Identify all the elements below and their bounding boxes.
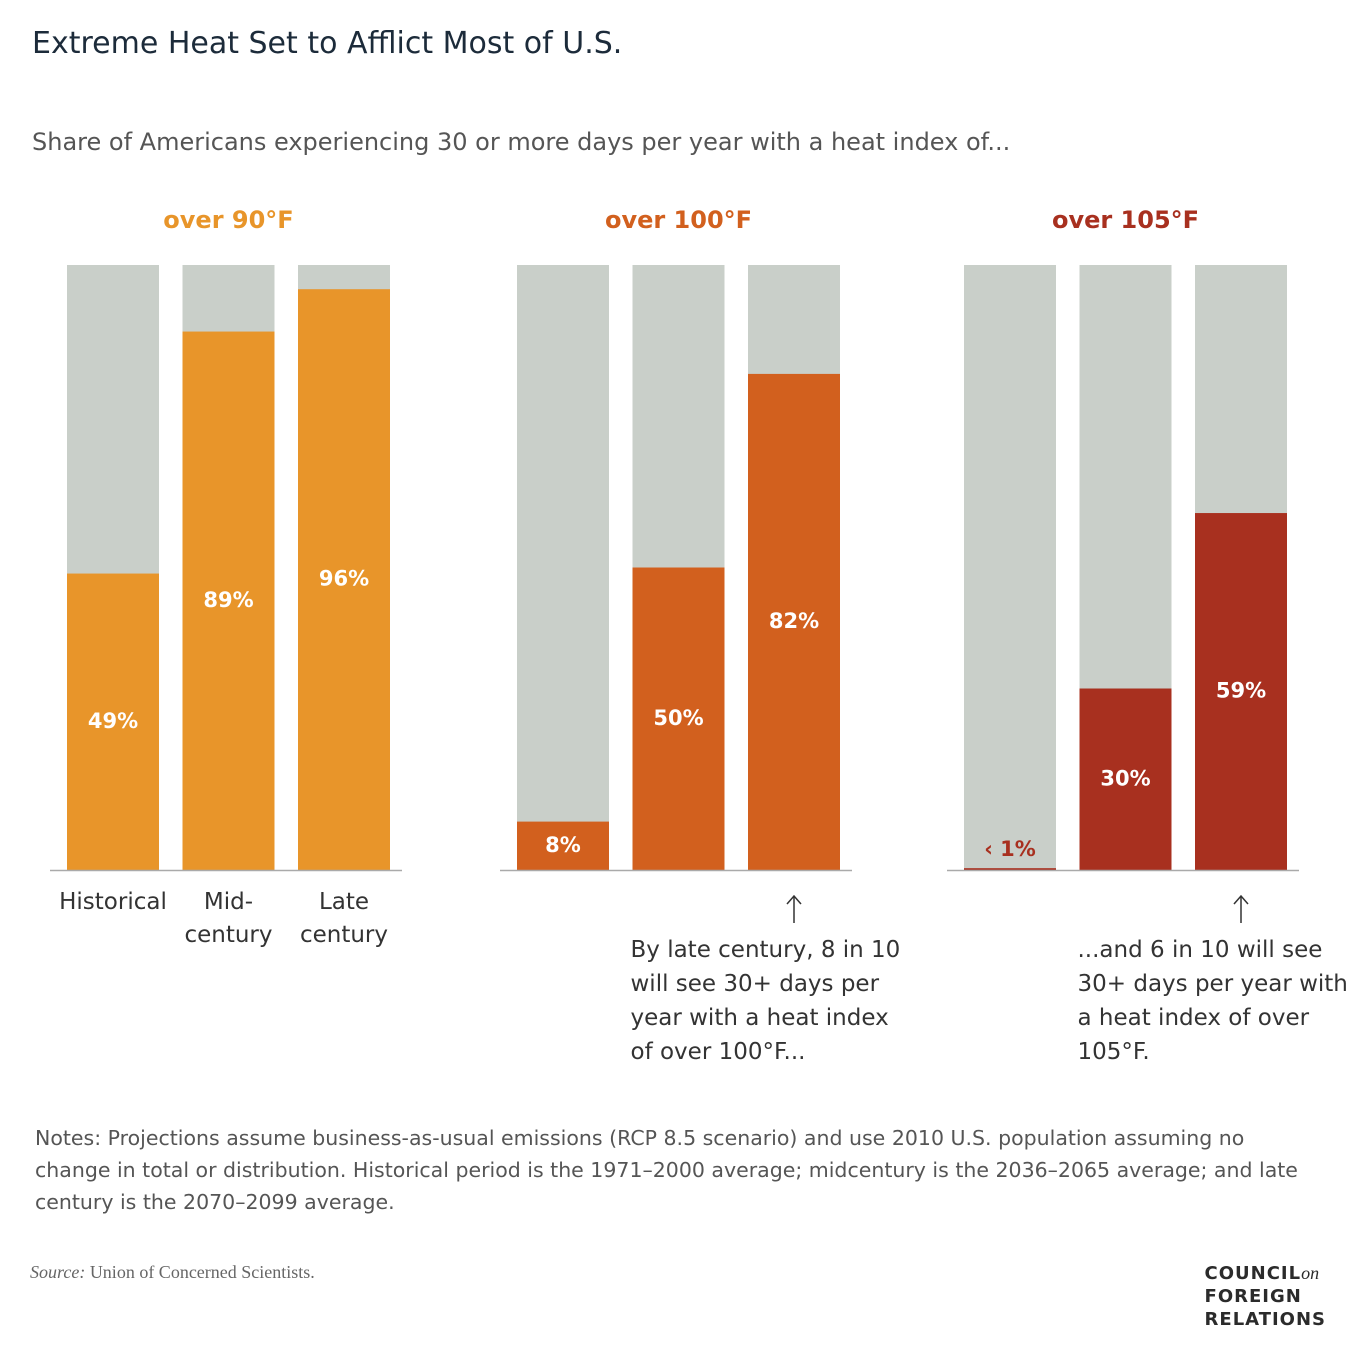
- bar-background: [517, 265, 609, 870]
- title: Extreme Heat Set to Afflict Most of U.S.: [32, 26, 623, 61]
- logo: COUNCILon FOREIGN RELATIONS: [1205, 1262, 1326, 1331]
- value-label: 89%: [203, 588, 253, 612]
- bar: [298, 289, 390, 870]
- bar: [67, 573, 159, 870]
- bar: [632, 567, 725, 870]
- source: Source: Union of Concerned Scientists.: [30, 1262, 315, 1283]
- panel-title: over 105°F: [1052, 206, 1199, 234]
- x-tick-label: Mid- century: [184, 889, 273, 948]
- bar: [748, 373, 840, 870]
- bar-background: [964, 265, 1056, 870]
- x-tick-label: Historical: [59, 889, 167, 915]
- bar: [1079, 688, 1172, 870]
- logo-word: FOREIGN: [1204, 1286, 1302, 1307]
- bar: [964, 868, 1056, 870]
- bar: [517, 821, 609, 870]
- source-text: Union of Concerned Scientists.: [89, 1262, 315, 1282]
- arrow-head: [1233, 894, 1249, 905]
- logo-word: COUNCIL: [1204, 1263, 1302, 1284]
- bar: [1195, 513, 1287, 870]
- arrow-head: [786, 894, 802, 905]
- notes: Notes: Projections assume business-as-us…: [35, 1126, 1298, 1214]
- annotation: ...and 6 in 10 will see 30+ days per yea…: [1077, 937, 1348, 1065]
- source-label: Source:: [30, 1262, 86, 1282]
- value-label: 8%: [545, 833, 581, 857]
- bar: [182, 331, 275, 870]
- logo-word: RELATIONS: [1204, 1309, 1326, 1330]
- x-tick-label: Late century: [299, 889, 389, 948]
- value-label: 30%: [1100, 766, 1150, 790]
- logo-word: on: [1301, 1263, 1320, 1283]
- value-label: 59%: [1216, 679, 1266, 703]
- value-label: 82%: [769, 609, 819, 633]
- value-label: ‹ 1%: [984, 837, 1036, 861]
- value-label: 96%: [319, 567, 369, 591]
- subtitle: Share of Americans experiencing 30 or mo…: [32, 128, 1011, 156]
- panel-title: over 100°F: [605, 206, 752, 234]
- panel-title: over 90°F: [163, 206, 293, 234]
- value-label: 49%: [88, 709, 138, 733]
- annotation: By late century, 8 in 10 will see 30+ da…: [630, 937, 901, 1065]
- value-label: 50%: [653, 706, 703, 730]
